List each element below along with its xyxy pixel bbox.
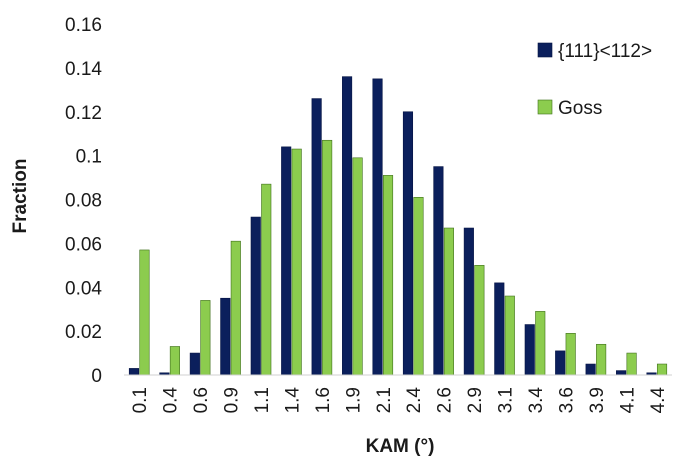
bar-goss-1.1: [261, 183, 272, 376]
x-tick-label: 1.9: [343, 387, 364, 413]
bar-111-112-0.1: [128, 368, 140, 376]
y-tick-label: 0.12: [65, 103, 102, 124]
x-axis-title: KAM (°): [366, 436, 435, 457]
y-tick-label: 0.1: [76, 147, 102, 168]
x-tick-label: 4.1: [617, 387, 638, 413]
bar-111-112-2.1: [372, 78, 383, 376]
bar-goss-4.1: [626, 352, 637, 376]
bar-goss-4.4: [656, 363, 668, 376]
y-tick-label: 0.04: [65, 278, 102, 299]
bar-111-112-2.6: [433, 166, 444, 376]
x-tick-label: 3.6: [556, 387, 577, 413]
y-tick-label: 0: [91, 366, 102, 387]
x-tick-label: 1.4: [282, 387, 303, 414]
bar-111-112-1.4: [281, 146, 292, 376]
bar-111-112-1.6: [311, 98, 322, 376]
y-tick-label: 0.16: [65, 15, 102, 36]
x-tick-label: 2.6: [435, 387, 456, 413]
bar-111-112-3.1: [494, 282, 505, 376]
bar-goss-3.9: [596, 343, 607, 376]
x-tick-label: 3.4: [526, 387, 547, 414]
bar-111-112-0.6: [189, 352, 200, 376]
bar-goss-2.4: [413, 197, 424, 376]
legend-swatch: [537, 99, 553, 115]
bar-goss-1.9: [352, 157, 363, 376]
y-tick-label: 0.02: [65, 322, 102, 343]
bar-111-112-3.4: [524, 324, 535, 376]
legend-label: Goss: [558, 98, 602, 119]
x-tick-label: 0.6: [191, 387, 212, 413]
x-tick-label: 4.4: [648, 387, 669, 414]
y-axis-ticks: 0 0.02 0.04 0.06 0.08 0.1 0.12 0.14 0.16: [65, 15, 102, 387]
y-tick-label: 0.14: [65, 59, 102, 80]
bar-111-112-3.6: [555, 350, 566, 376]
x-tick-label: 3.9: [587, 387, 608, 413]
x-tick-label: 0.4: [161, 387, 182, 414]
bar-goss-0.4: [169, 346, 180, 376]
x-tick-label: 0.1: [130, 387, 151, 413]
bar-goss-3.6: [565, 333, 576, 376]
bars: [128, 76, 668, 376]
y-axis-title-group: Fraction: [10, 159, 31, 234]
legend-swatch: [537, 42, 553, 58]
bar-goss-0.1: [139, 249, 150, 376]
bar-goss-3.1: [504, 295, 515, 376]
bar-111-112-1.1: [250, 216, 261, 376]
bar-111-112-1.9: [342, 76, 353, 376]
bar-goss-3.4: [535, 311, 546, 376]
y-tick-label: 0.06: [65, 234, 102, 255]
x-tick-label: 2.9: [465, 387, 486, 413]
bar-111-112-3.9: [585, 363, 596, 376]
x-tick-label: 2.4: [404, 387, 425, 414]
x-tick-label: 1.6: [313, 387, 334, 413]
x-tick-label: 1.1: [252, 387, 273, 413]
bar-111-112-2.4: [402, 111, 414, 376]
bar-goss-1.6: [322, 139, 333, 376]
legend: {111}<112> Goss: [537, 41, 652, 119]
y-tick-label: 0.08: [65, 191, 102, 212]
bar-goss-2.6: [443, 227, 454, 376]
x-tick-label: 3.1: [496, 387, 517, 413]
bar-goss-0.6: [200, 300, 211, 376]
x-tick-label: 0.9: [222, 387, 243, 413]
bar-111-112-4.1: [616, 370, 627, 376]
bar-goss-1.4: [291, 148, 302, 376]
bar-goss-2.1: [382, 175, 394, 376]
legend-label: {111}<112>: [558, 41, 652, 62]
bar-goss-0.9: [230, 240, 241, 376]
bar-goss-2.9: [474, 265, 485, 376]
bar-111-112-2.9: [463, 227, 474, 376]
x-axis-ticks: 0.1 0.4 0.6 0.9 1.1 1.4 1.6 1.9 2.1 2.4 2.6 2.9 3.1 3…: [130, 387, 669, 414]
bar-111-112-0.9: [220, 297, 231, 376]
x-tick-label: 2.1: [374, 387, 395, 413]
y-axis-title: Fraction: [10, 159, 31, 234]
